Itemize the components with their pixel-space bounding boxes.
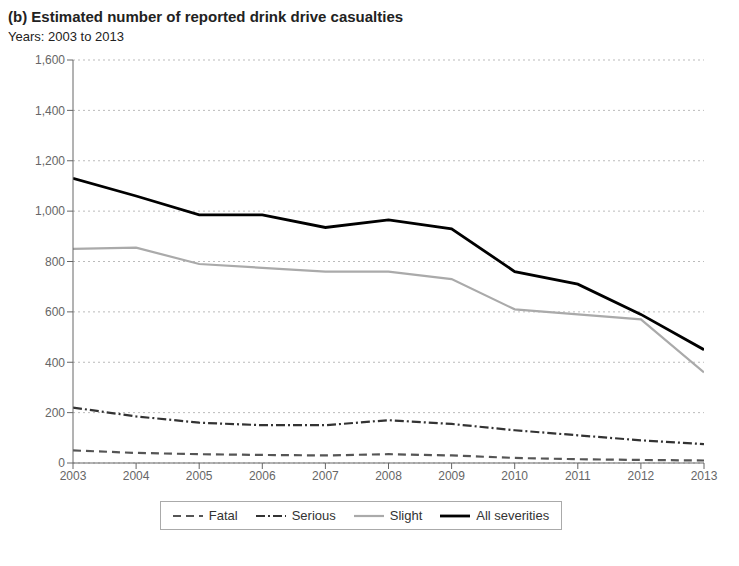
svg-text:2004: 2004	[123, 469, 150, 483]
svg-text:2003: 2003	[60, 469, 87, 483]
svg-text:0: 0	[58, 456, 65, 470]
svg-text:800: 800	[45, 255, 65, 269]
svg-text:400: 400	[45, 356, 65, 370]
svg-text:1,600: 1,600	[35, 53, 65, 67]
html-text:(b) Estimated number of report: (b) Estimated number of reported drink d…	[8, 8, 404, 25]
html-text:Serious: Serious	[291, 508, 336, 523]
html-text:Slight: Slight	[389, 508, 423, 523]
html-text:Fatal: Fatal	[208, 508, 238, 523]
svg-text:2005: 2005	[186, 469, 213, 483]
svg-text:2007: 2007	[312, 469, 339, 483]
svg-text:200: 200	[45, 406, 65, 420]
svg-text:2013: 2013	[691, 469, 718, 483]
svg-text:600: 600	[45, 305, 65, 319]
svg-text:2006: 2006	[249, 469, 276, 483]
svg-text:1,000: 1,000	[35, 204, 65, 218]
html-text:All severities: All severities	[476, 508, 550, 523]
svg-text:2010: 2010	[501, 469, 528, 483]
svg-text:2012: 2012	[628, 469, 655, 483]
svg-text:2009: 2009	[438, 469, 465, 483]
html-text:Years: 2003 to 2013: Years: 2003 to 2013	[8, 29, 124, 44]
svg-text:2011: 2011	[565, 469, 591, 483]
svg-text:1,400: 1,400	[35, 104, 65, 118]
svg-text:2008: 2008	[375, 469, 402, 483]
svg-text:1,200: 1,200	[35, 154, 65, 168]
